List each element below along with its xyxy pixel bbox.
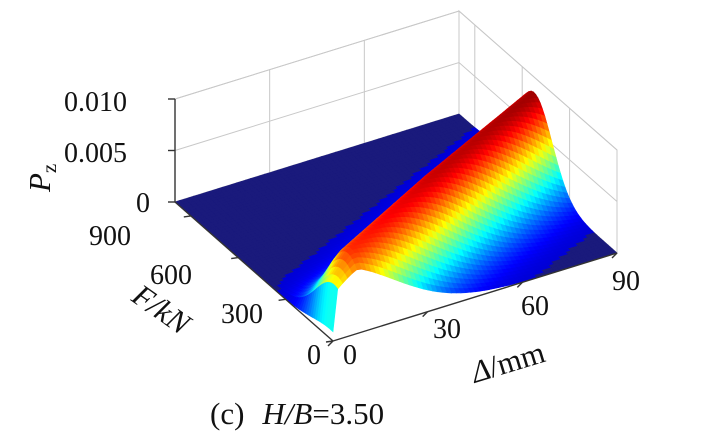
caption-value: =3.50: [312, 396, 384, 431]
y-tick-900: 900: [89, 221, 131, 252]
grid-line-z-1: [174, 61, 618, 202]
caption-panel-label: (c): [210, 396, 244, 431]
z-axis-label: Pz: [22, 164, 61, 193]
y-tick-300: 300: [221, 299, 263, 330]
y-tick-mark-1: [278, 298, 286, 301]
z-tick-0.010: 0.010: [64, 87, 127, 118]
x-axis-label: Δ/mm: [465, 334, 549, 390]
x-tick-30: 30: [433, 314, 461, 345]
x-tick-60: 60: [521, 291, 549, 322]
x-tick-90: 90: [612, 266, 640, 297]
y-tick-mark-0: [325, 340, 334, 343]
x-tick-0: 0: [343, 340, 357, 371]
x-axis-label-unit: /mm: [484, 334, 549, 384]
y-tick-mark-3: [183, 215, 191, 218]
y-tick-0: 0: [307, 340, 321, 371]
z-axis-label-main: P: [22, 173, 57, 193]
z-tick-0: 0: [136, 188, 150, 219]
z-tick-0.005: 0.005: [64, 138, 127, 169]
z-axis-label-sub: z: [37, 164, 61, 173]
grid-line-z-2: [174, 10, 618, 151]
y-tick-mark-2: [231, 256, 239, 260]
figure-caption: (c) H/B=3.50: [210, 396, 384, 431]
surface: [174, 90, 618, 333]
caption-param: H/B: [261, 396, 312, 431]
